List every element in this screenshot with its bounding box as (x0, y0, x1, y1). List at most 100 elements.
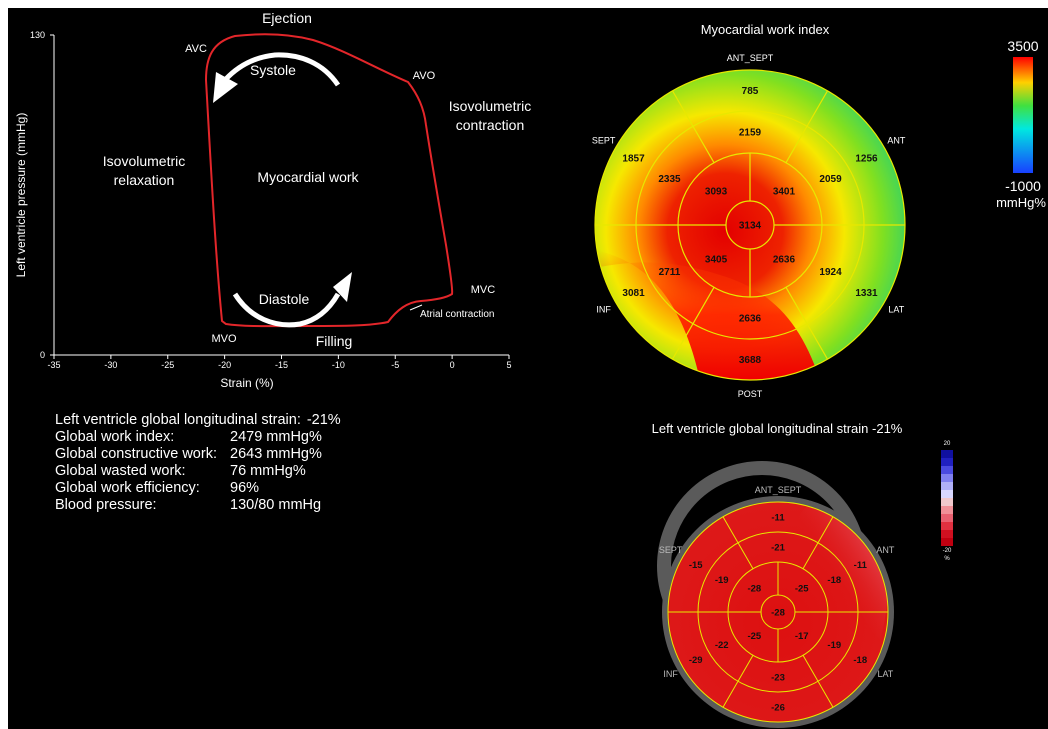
bullseye-spoke (722, 655, 754, 708)
work-color-scale (1013, 57, 1033, 173)
stat-value: -21% (306, 412, 341, 428)
filling-label: Filling (316, 333, 353, 349)
basal-segment-value: -11 (771, 512, 785, 523)
bullseye-spoke (785, 90, 829, 163)
stat-label: Global work efficiency: (55, 480, 200, 496)
x-tick-label: 0 (450, 360, 455, 370)
stat-value: 2479 mmHg% (230, 429, 322, 445)
basal-segment-value: 1857 (622, 153, 645, 164)
pressure-strain-loop: -35 -30 -25 -20 -15 -10 -5 0 5 130 0 Strain (%) … (14, 10, 531, 390)
atrial-contraction-label: Atrial contraction (420, 309, 494, 320)
basal-segment-value: -15 (689, 560, 703, 571)
strain-scale-max: 20 (944, 441, 951, 447)
apical-segment-value: 3405 (705, 254, 728, 265)
basal-segment-value: 3688 (739, 355, 762, 366)
diastole-arrowhead (333, 272, 352, 302)
stat-value: 76 mmHg% (230, 463, 306, 479)
orientation-label-top: ANT_SEPT (755, 485, 802, 495)
x-tick-label: -35 (47, 360, 60, 370)
strain-bullseye-title: Left ventricle global longitudinal strai… (652, 421, 903, 436)
basal-segment-value: -26 (771, 702, 785, 713)
stat-label: Global wasted work: (55, 463, 186, 479)
orientation-label-bottom: POST (738, 389, 763, 399)
work-loop-curve (204, 33, 454, 328)
orientation-label-lower-left: INF (663, 669, 678, 679)
atrial-leader-line (409, 304, 423, 311)
apical-segment-value: -25 (747, 631, 761, 642)
x-tick-label: -5 (391, 360, 399, 370)
strain-scale-block (941, 458, 953, 466)
strain-scale-block (941, 474, 953, 482)
ejection-label: Ejection (262, 10, 312, 26)
basal-segment-value: -11 (854, 560, 868, 571)
bullseye-spoke (671, 90, 715, 163)
y-axis-label: Left ventricle pressure (mmHg) (14, 113, 28, 278)
apex-value: -28 (771, 607, 785, 618)
apex-value: 3134 (739, 221, 762, 232)
mid-segment-value: -23 (771, 672, 785, 683)
mid-segment-value: 2711 (659, 267, 681, 278)
basal-segment-value: 1331 (855, 288, 878, 299)
stat-label: Global work index: (55, 429, 175, 445)
strain-scale-block (941, 498, 953, 506)
basal-segment-value: -18 (853, 655, 867, 666)
stat-row: Global work efficiency: 96% (55, 480, 259, 496)
strain-scale-block (941, 450, 953, 458)
stat-label: Left ventricle global longitudinal strai… (55, 412, 301, 428)
basal-segment-value: 3081 (622, 288, 645, 299)
orientation-label-upper-right: ANT (887, 136, 906, 146)
orientation-label-top: ANT_SEPT (727, 53, 774, 63)
bullseye-spoke (785, 287, 829, 360)
mvc-label: MVC (471, 284, 496, 296)
stat-row: Blood pressure: 130/80 mmHg (55, 497, 321, 513)
isovolumetric-relaxation-label-2: relaxation (114, 172, 175, 188)
mid-segment-value: -19 (715, 575, 729, 586)
bullseye-spoke (802, 655, 834, 708)
isovolumetric-contraction-label-2: contraction (456, 117, 524, 133)
orientation-label-lower-left: INF (596, 305, 611, 315)
basal-segment-value: 1256 (855, 153, 878, 164)
systole-label: Systole (250, 62, 296, 78)
stat-value: 2643 mmHg% (230, 446, 322, 462)
x-axis-label: Strain (%) (220, 376, 273, 390)
strain-scale-block (941, 482, 953, 490)
apical-segment-value: 3401 (773, 187, 796, 198)
apical-segment-value: 2636 (773, 254, 796, 265)
orientation-label-lower-right: LAT (888, 305, 904, 315)
work-scale-max: 3500 (1007, 38, 1038, 54)
strain-scale-unit: % (944, 556, 950, 562)
stat-row: Global wasted work: 76 mmHg% (55, 463, 306, 479)
x-tick-label: -15 (275, 360, 288, 370)
work-bullseye-title: Myocardial work index (701, 22, 830, 37)
mid-segment-value: 2159 (739, 128, 762, 139)
strain-scale-block (941, 538, 953, 546)
apical-segment-value: -28 (747, 584, 761, 595)
mvo-label: MVO (211, 333, 237, 345)
basal-segment-value: 785 (742, 86, 759, 97)
bullseye-spoke (671, 287, 715, 360)
stat-label: Blood pressure: (55, 497, 157, 513)
apical-segment-value: -17 (795, 631, 809, 642)
stat-value: 130/80 mmHg (230, 497, 322, 513)
strain-bullseye: Left ventricle global longitudinal strai… (652, 421, 953, 728)
strain-scale-block (941, 514, 953, 522)
stat-value: 96% (230, 480, 260, 496)
work-scale-unit: mmHg% (996, 195, 1046, 210)
orientation-label-upper-left: SEPT (592, 136, 616, 146)
mid-segment-value: 2636 (739, 314, 762, 325)
strain-scale-block (941, 506, 953, 514)
mid-segment-value: 2335 (658, 174, 681, 185)
isovolumetric-contraction-label-1: Isovolumetric (449, 98, 531, 114)
stat-row: Global work index: 2479 mmHg% (55, 429, 322, 445)
orientation-label-upper-right: ANT (876, 545, 895, 555)
y-tick-label-max: 130 (30, 30, 45, 40)
strain-scale-block (941, 490, 953, 498)
diastole-arrow (232, 292, 341, 328)
orientation-label-upper-left: SEPT (659, 545, 683, 555)
isovolumetric-relaxation-label-1: Isovolumetric (103, 153, 185, 169)
orientation-label-lower-right: LAT (877, 669, 893, 679)
basal-segment-value: -29 (689, 655, 703, 666)
stat-label: Global constructive work: (55, 446, 217, 462)
x-tick-label: -10 (332, 360, 345, 370)
